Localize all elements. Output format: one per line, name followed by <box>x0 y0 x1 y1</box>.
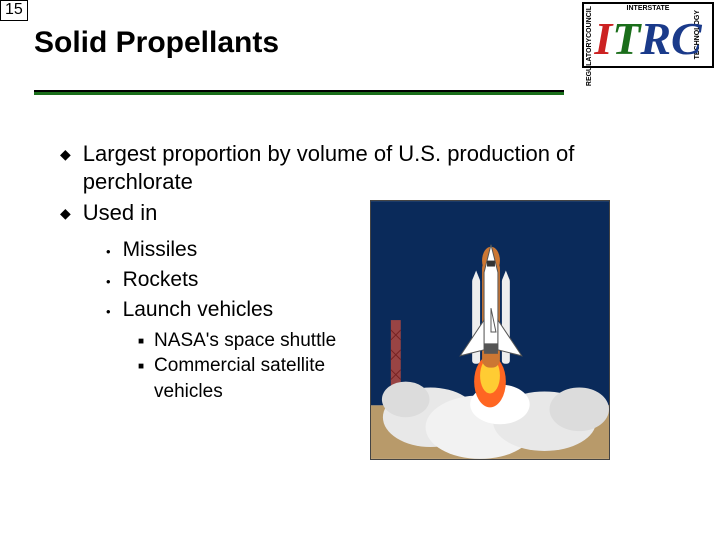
list-item: ◆ Largest proportion by volume of U.S. p… <box>60 140 620 195</box>
page-number: 15 <box>0 0 28 21</box>
dot-marker-icon: • <box>106 303 111 322</box>
shuttle-launch-image <box>370 200 610 460</box>
logo-letter-r: R <box>640 12 671 65</box>
slide-title: Solid Propellants <box>34 26 279 60</box>
logo-letters: I T R C <box>602 14 694 62</box>
bullet-text: Largest proportion by volume of U.S. pro… <box>83 140 620 195</box>
bullet-text: Missiles <box>123 235 198 265</box>
diamond-marker-icon: ◆ <box>60 146 71 164</box>
logo-letter-t: T <box>612 12 640 65</box>
bullet-text: NASA's space shuttle <box>154 328 336 354</box>
bullet-text: Used in <box>83 199 158 227</box>
square-marker-icon: ■ <box>138 360 144 374</box>
logo-letter-i: I <box>594 12 612 65</box>
dot-marker-icon: • <box>106 273 111 292</box>
logo-letter-c: C <box>671 12 702 65</box>
bullet-text: Launch vehicles <box>123 295 274 325</box>
itrc-logo: INTERSTATE COUNCIL REGULATORY TECHNOLOGY… <box>582 2 714 68</box>
square-marker-icon: ■ <box>138 335 144 349</box>
bullet-text: Commercial satellite vehicles <box>154 353 364 404</box>
dot-marker-icon: • <box>106 243 111 262</box>
bullet-text: Rockets <box>123 265 199 295</box>
title-underline <box>34 90 564 95</box>
diamond-marker-icon: ◆ <box>60 205 71 223</box>
